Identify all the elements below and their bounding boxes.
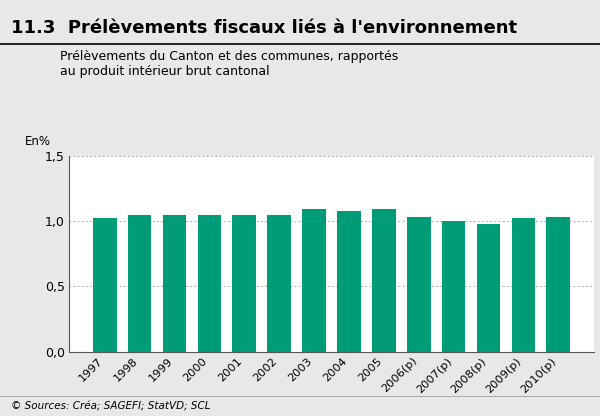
Bar [476,224,500,352]
Bar [407,217,431,352]
Bar [547,217,570,352]
Bar [302,209,326,352]
Bar [512,218,535,352]
Bar [337,211,361,352]
Bar [232,215,256,352]
Text: 11.3  Prélèvements fiscaux liés à l'environnement: 11.3 Prélèvements fiscaux liés à l'envir… [11,19,517,37]
Bar [93,218,116,352]
Bar [128,215,151,352]
Bar [163,215,187,352]
Text: Prélèvements du Canton et des communes, rapportés
au produit intérieur brut cant: Prélèvements du Canton et des communes, … [60,50,398,78]
Bar [442,220,466,352]
Bar [197,215,221,352]
Bar [268,215,291,352]
Text: © Sources: Créa; SAGEFI; StatVD; SCL: © Sources: Créa; SAGEFI; StatVD; SCL [11,401,211,411]
Bar [372,209,395,352]
Text: En%: En% [25,135,50,148]
